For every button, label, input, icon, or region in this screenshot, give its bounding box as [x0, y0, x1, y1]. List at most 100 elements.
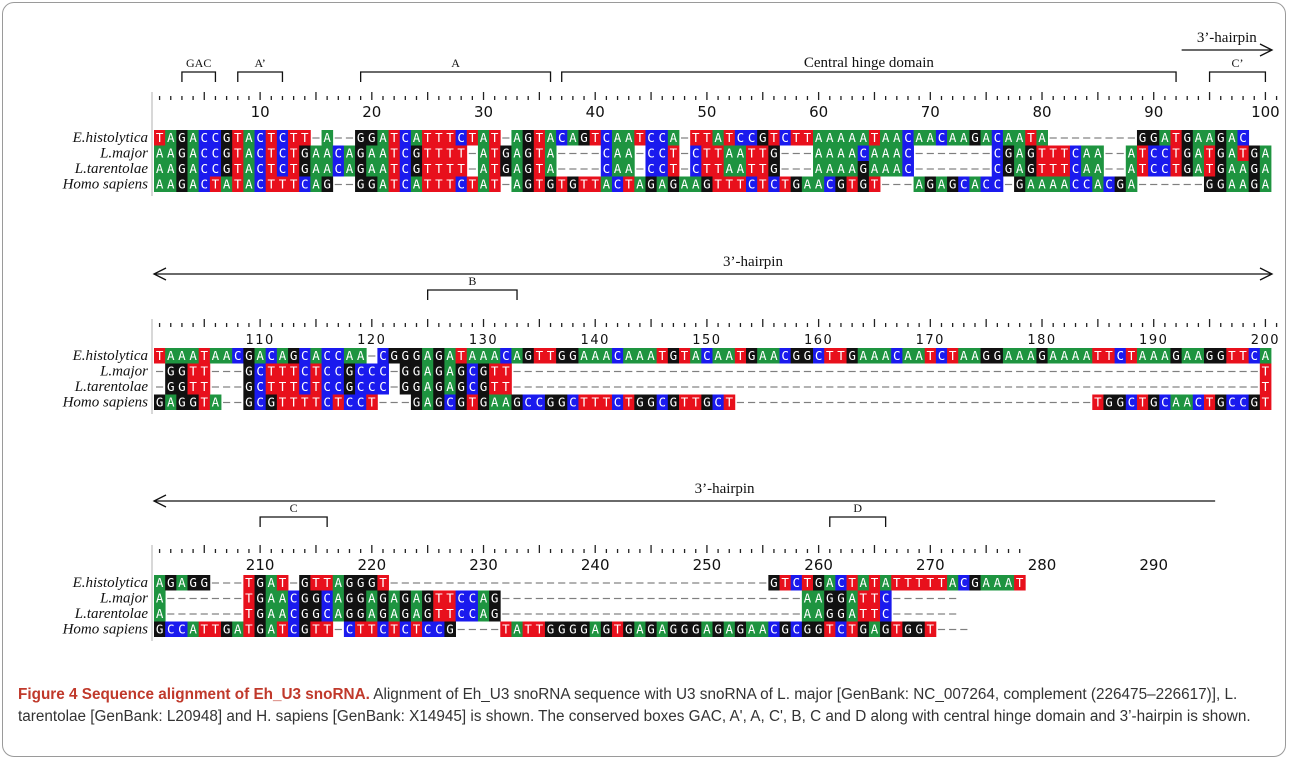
base-cell	[165, 176, 177, 192]
base-letter: G	[156, 395, 164, 410]
base-cell	[1047, 161, 1060, 177]
base-letter: C	[301, 379, 309, 394]
base-cell	[835, 348, 847, 364]
base-cell	[388, 176, 401, 192]
base-letter: T	[636, 130, 644, 145]
hairpin-label: 3’-hairpin	[695, 481, 755, 497]
base-cell	[544, 161, 557, 177]
base-letter: T	[200, 379, 208, 394]
base-cell	[645, 145, 658, 161]
base-cell	[243, 575, 255, 591]
base-cell	[1148, 145, 1160, 161]
base-cell	[1125, 176, 1138, 192]
base-letter: C	[457, 130, 465, 145]
base-letter: A	[357, 348, 365, 363]
base-cell	[623, 348, 635, 364]
base-cell	[232, 621, 244, 637]
base-letter: A	[1016, 161, 1024, 176]
base-cell	[377, 379, 389, 395]
base-letter: A	[1183, 348, 1191, 363]
base-cell	[310, 348, 322, 364]
base-cell	[332, 575, 345, 591]
base-cell	[221, 130, 233, 146]
base-cell	[1248, 145, 1261, 161]
base-letter: A	[1128, 177, 1136, 192]
base-cell	[154, 348, 166, 364]
base-letter: C	[603, 161, 611, 176]
base-letter: C	[435, 622, 443, 637]
base-cell	[489, 161, 501, 177]
base-cell	[880, 621, 892, 637]
base-letter: A	[815, 606, 823, 621]
base-cell	[176, 575, 188, 591]
base-letter: G	[1217, 161, 1225, 176]
base-cell	[187, 145, 200, 161]
base-letter: T	[871, 575, 879, 590]
base-cell	[667, 394, 680, 410]
base-cell	[154, 575, 166, 591]
base-letter: A	[413, 177, 421, 192]
base-cell	[1181, 394, 1194, 410]
base-letter: T	[245, 606, 253, 621]
base-letter: G	[402, 606, 410, 621]
base-letter: A	[167, 130, 175, 145]
base-letter: T	[737, 177, 745, 192]
figure-caption-text: Alignment of Eh_U3 snoRNA sequence with …	[18, 686, 1251, 725]
base-letter: T	[893, 575, 901, 590]
base-letter: C	[379, 379, 387, 394]
base-cell	[1237, 145, 1250, 161]
base-cell	[366, 130, 378, 146]
base-letter: A	[413, 606, 421, 621]
base-letter: A	[268, 591, 276, 606]
base-cell	[924, 621, 937, 637]
base-letter: A	[279, 606, 287, 621]
box-bracket	[561, 71, 1177, 82]
base-letter: T	[279, 575, 287, 590]
base-letter: T	[837, 348, 845, 363]
base-cell	[276, 130, 289, 146]
base-cell	[221, 621, 233, 637]
base-letter: T	[435, 161, 443, 176]
base-letter: G	[837, 591, 845, 606]
base-cell	[824, 348, 836, 364]
base-cell	[533, 621, 546, 637]
base-letter: A	[424, 379, 432, 394]
base-cell	[154, 145, 166, 161]
species-label: L.major	[99, 146, 148, 162]
base-letter: A	[1139, 348, 1147, 363]
base-letter: G	[268, 395, 276, 410]
ruler-number: 190	[1139, 333, 1168, 348]
base-cell	[455, 161, 468, 177]
base-letter: T	[290, 364, 298, 379]
base-cell	[623, 145, 635, 161]
base-cell	[913, 575, 926, 591]
base-letter: G	[1038, 348, 1046, 363]
base-letter: A	[636, 348, 644, 363]
base-cell	[1002, 575, 1015, 591]
base-letter: A	[927, 130, 935, 145]
base-letter: T	[312, 622, 320, 637]
base-letter: G	[357, 161, 365, 176]
base-letter: A	[167, 395, 175, 410]
base-cell	[466, 130, 479, 146]
base-letter: G	[480, 364, 488, 379]
base-cell	[589, 348, 602, 364]
base-letter: T	[826, 348, 834, 363]
base-cell	[410, 379, 423, 395]
base-cell	[254, 348, 267, 364]
base-letter: A	[625, 348, 633, 363]
base-letter: A	[424, 348, 432, 363]
base-letter: A	[603, 348, 611, 363]
base-letter: A	[614, 130, 622, 145]
base-cell	[165, 161, 177, 177]
base-cell	[321, 575, 334, 591]
base-cell	[701, 161, 713, 177]
ruler-number: 220	[357, 556, 386, 574]
species-label: L.major	[99, 364, 148, 380]
base-cell	[299, 394, 311, 410]
base-cell	[1226, 145, 1238, 161]
base-cell	[533, 161, 546, 177]
base-letter: T	[591, 395, 599, 410]
base-letter: T	[446, 146, 454, 161]
